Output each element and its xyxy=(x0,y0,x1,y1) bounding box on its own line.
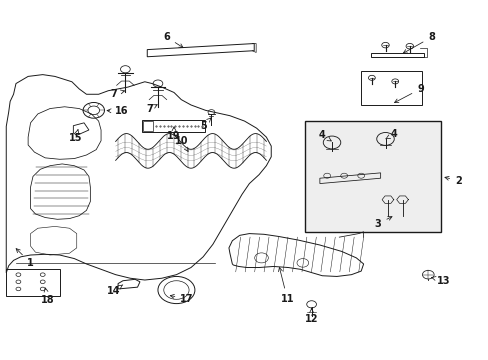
Text: 18: 18 xyxy=(41,288,54,305)
Text: 2: 2 xyxy=(444,176,461,186)
Text: 19: 19 xyxy=(167,127,181,141)
Text: 1: 1 xyxy=(16,249,34,268)
Bar xyxy=(361,71,421,105)
Text: 16: 16 xyxy=(107,107,128,116)
Text: 10: 10 xyxy=(174,136,188,152)
Text: 5: 5 xyxy=(200,118,211,131)
Text: 6: 6 xyxy=(163,32,183,48)
Text: 11: 11 xyxy=(278,267,293,303)
Text: 4: 4 xyxy=(385,129,397,139)
Text: 12: 12 xyxy=(304,308,318,324)
FancyBboxPatch shape xyxy=(305,121,441,232)
Text: 13: 13 xyxy=(430,276,449,286)
Text: 15: 15 xyxy=(69,130,82,143)
Text: 3: 3 xyxy=(374,217,391,229)
Bar xyxy=(142,120,204,132)
Text: 7: 7 xyxy=(111,89,124,99)
Text: 17: 17 xyxy=(170,294,193,303)
Text: 7: 7 xyxy=(146,104,157,113)
Bar xyxy=(143,121,153,131)
Text: 4: 4 xyxy=(318,130,331,141)
Text: 9: 9 xyxy=(394,84,423,103)
Bar xyxy=(6,269,60,296)
Text: 8: 8 xyxy=(403,32,434,53)
Text: 14: 14 xyxy=(106,285,122,296)
